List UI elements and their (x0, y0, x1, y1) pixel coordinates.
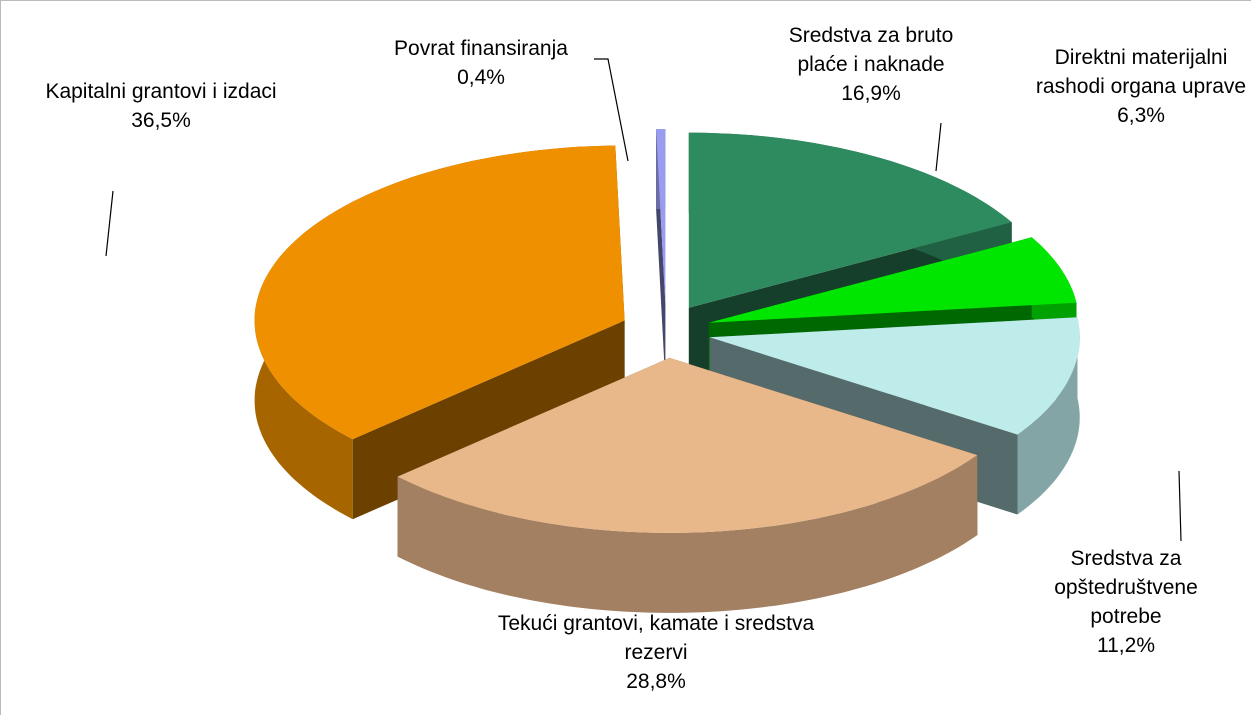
category-label: Sredstva za opštedruštvene potrebe (1054, 547, 1198, 628)
leader-line (935, 122, 942, 172)
slice-label: Direktni materijalni rashodi organa upra… (1026, 43, 1251, 130)
category-label: Tekući grantovi, kamate i sredstva rezer… (497, 612, 815, 664)
category-label: Povrat finansiranja (394, 37, 568, 60)
slice (688, 132, 1012, 308)
category-label: Sredstva za bruto plaće i naknade (788, 24, 954, 76)
category-label: Kapitalni grantovi i izdaci (45, 80, 277, 103)
leader-line (105, 190, 114, 257)
leader-line (1178, 470, 1182, 542)
slice-label: Tekući grantovi, kamate i sredstva rezer… (491, 609, 821, 696)
slice-label: Sredstva za bruto plaće i naknade 16,9% (771, 21, 971, 108)
slice (708, 237, 1077, 323)
slice (397, 357, 978, 533)
slice-label: Sredstva za opštedruštvene potrebe 11,2% (1046, 544, 1206, 660)
value-label: 0,4% (457, 66, 505, 89)
value-label: 36,5% (131, 109, 191, 132)
slice (656, 129, 666, 304)
leader-line (594, 58, 629, 162)
slice-side (1017, 317, 1080, 515)
value-label: 6,3% (1117, 104, 1165, 127)
slice (254, 145, 625, 440)
slice-side (397, 455, 978, 613)
value-label: 16,9% (841, 82, 901, 105)
slice (709, 317, 1080, 435)
value-label: 28,8% (626, 670, 686, 693)
slice-label: Povrat finansiranja 0,4% (351, 34, 611, 92)
category-label: Direktni materijalni rashodi organa upra… (1035, 46, 1247, 98)
slice-label: Kapitalni grantovi i izdaci 36,5% (26, 77, 296, 135)
value-label: 11,2% (1097, 634, 1155, 657)
